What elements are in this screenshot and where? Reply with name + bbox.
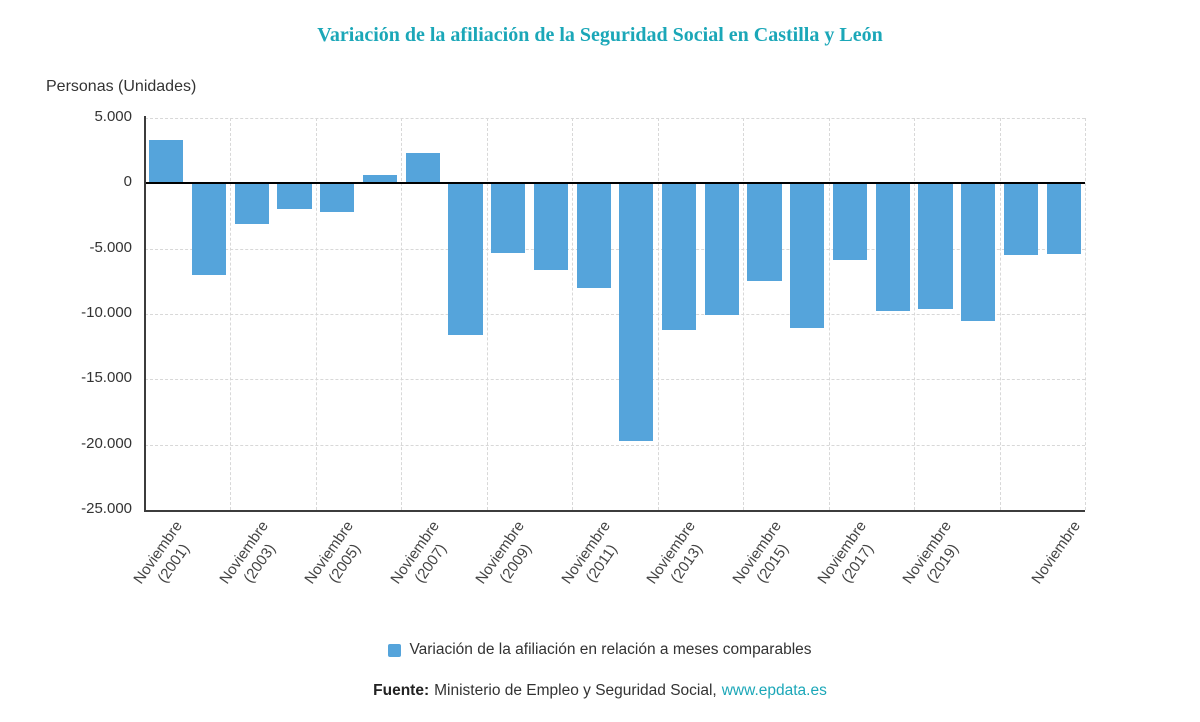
x-axis-tick-label: Noviembre (2001) xyxy=(130,518,194,588)
x-axis-tick-label: Noviembre (2013) xyxy=(643,518,706,588)
x-axis-tick-label: Noviembre (2009) xyxy=(472,518,536,588)
bar[interactable] xyxy=(149,140,184,184)
x-axis-tick-label: Noviembre (2003) xyxy=(216,518,279,588)
gridline-vertical xyxy=(1085,118,1086,510)
source-label: Fuente: xyxy=(373,682,430,699)
bar[interactable] xyxy=(448,183,483,335)
bar[interactable] xyxy=(1046,183,1081,254)
source-text: Ministerio de Empleo y Seguridad Social, xyxy=(434,682,717,699)
y-axis-line xyxy=(144,116,146,512)
bar[interactable] xyxy=(662,183,697,330)
x-axis-tick-label: Noviembre (2011) xyxy=(558,518,621,588)
gridline-horizontal xyxy=(145,379,1085,381)
bar[interactable] xyxy=(1003,183,1038,256)
bar[interactable] xyxy=(192,183,227,275)
bar[interactable] xyxy=(790,183,825,329)
y-axis-tick-label: 0 xyxy=(123,173,132,191)
y-axis-tick-label: 5.000 xyxy=(94,108,132,125)
gridline-horizontal xyxy=(145,444,1085,446)
bar[interactable] xyxy=(961,183,996,321)
x-axis-tick-label: Noviembre (2017) xyxy=(814,518,877,588)
bar[interactable] xyxy=(918,183,953,309)
x-axis-line xyxy=(145,510,1085,512)
bar[interactable] xyxy=(533,183,568,270)
y-axis-tick-label: -25.000 xyxy=(81,500,132,517)
legend-label: Variación de la afiliación en relación a… xyxy=(409,641,812,658)
legend-item[interactable]: Variación de la afiliación en relación a… xyxy=(388,641,812,659)
y-axis-tick-label: -15.000 xyxy=(81,369,132,387)
y-axis-title: Personas (Unidades) xyxy=(46,78,197,95)
y-axis-tick-label: -20.000 xyxy=(81,434,132,452)
bar[interactable] xyxy=(491,183,526,253)
bar[interactable] xyxy=(747,183,782,282)
gridline-horizontal xyxy=(145,314,1085,315)
bar[interactable] xyxy=(234,183,269,224)
bar[interactable] xyxy=(576,183,611,288)
legend: Variación de la afiliación en relación a… xyxy=(0,641,1200,659)
bar[interactable] xyxy=(619,183,654,441)
y-axis-tick-label: -10.000 xyxy=(81,304,132,321)
bar[interactable] xyxy=(277,183,312,210)
bar[interactable] xyxy=(320,183,355,213)
gridline-horizontal xyxy=(145,118,1085,119)
source-line: Fuente: Ministerio de Empleo y Seguridad… xyxy=(0,682,1200,700)
bar[interactable] xyxy=(362,175,398,184)
x-axis-tick-label: Noviembre (2015) xyxy=(728,518,792,588)
bar[interactable] xyxy=(832,183,868,261)
zero-line xyxy=(145,182,1085,185)
epdata-link[interactable]: www.epdata.es xyxy=(721,682,827,699)
x-axis-tick-label: Noviembre xyxy=(1028,518,1084,588)
y-axis-tick-label: -5.000 xyxy=(89,238,132,256)
x-axis-tick-label: Noviembre (2019) xyxy=(899,518,963,588)
chart-title: Variación de la afiliación de la Segurid… xyxy=(317,24,883,46)
bar[interactable] xyxy=(704,183,739,316)
bar[interactable] xyxy=(405,152,440,184)
gridline-horizontal xyxy=(145,248,1085,250)
x-axis-tick-label: Noviembre (2007) xyxy=(387,518,450,588)
legend-swatch-icon xyxy=(388,643,402,657)
x-axis-tick-label: Noviembre (2005) xyxy=(301,518,365,588)
bar[interactable] xyxy=(875,183,910,312)
